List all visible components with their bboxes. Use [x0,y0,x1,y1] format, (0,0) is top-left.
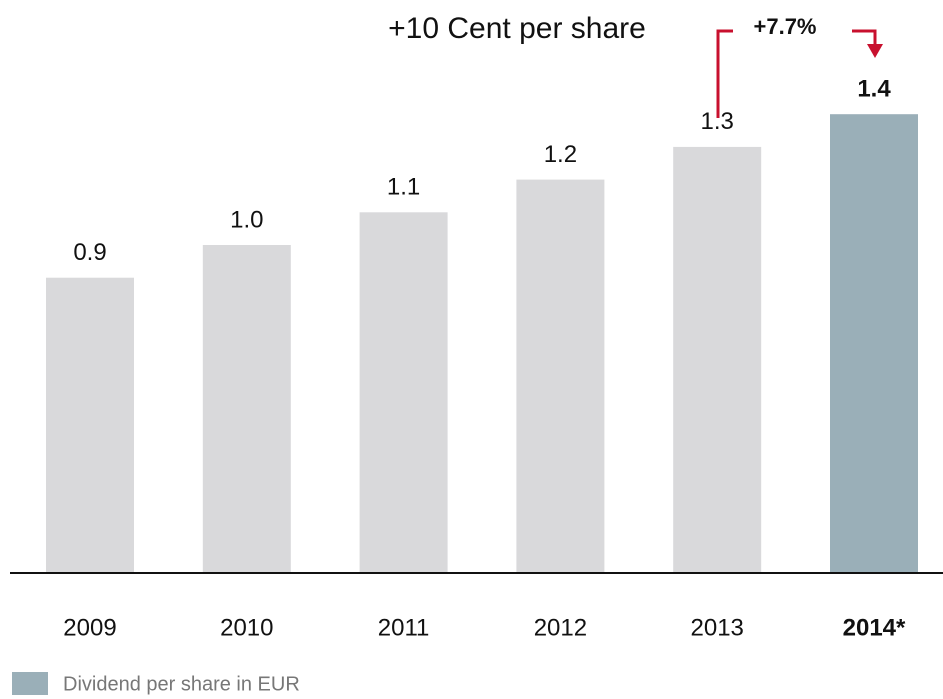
bar [202,245,291,572]
x-tick-label: 2014* [843,614,906,641]
x-tick-label: 2013 [691,614,744,641]
annotation: +7.7% [754,14,817,39]
bar [830,114,918,572]
bar [673,146,762,572]
legend-swatch [12,672,48,695]
value-label: 1.3 [701,108,734,135]
value-label: 1.2 [544,141,577,168]
legend-label: Dividend per share in EUR [63,673,300,695]
value-label: 1.0 [230,206,263,233]
x-tick-label: 2011 [378,614,430,641]
bar [359,212,448,573]
bar [516,179,605,572]
annotation: +10 Cent per share [388,12,646,45]
value-label: 1.4 [857,76,891,103]
value-label: 0.9 [73,239,106,266]
bar [46,277,134,572]
x-tick-label: 2010 [220,614,273,641]
arrow-bracket [852,29,877,44]
x-tick-label: 2012 [534,614,587,641]
arrow-bracket [716,29,733,118]
value-label: 1.1 [387,174,420,201]
x-tick-label: 2009 [63,614,116,641]
arrow-head [867,44,883,58]
